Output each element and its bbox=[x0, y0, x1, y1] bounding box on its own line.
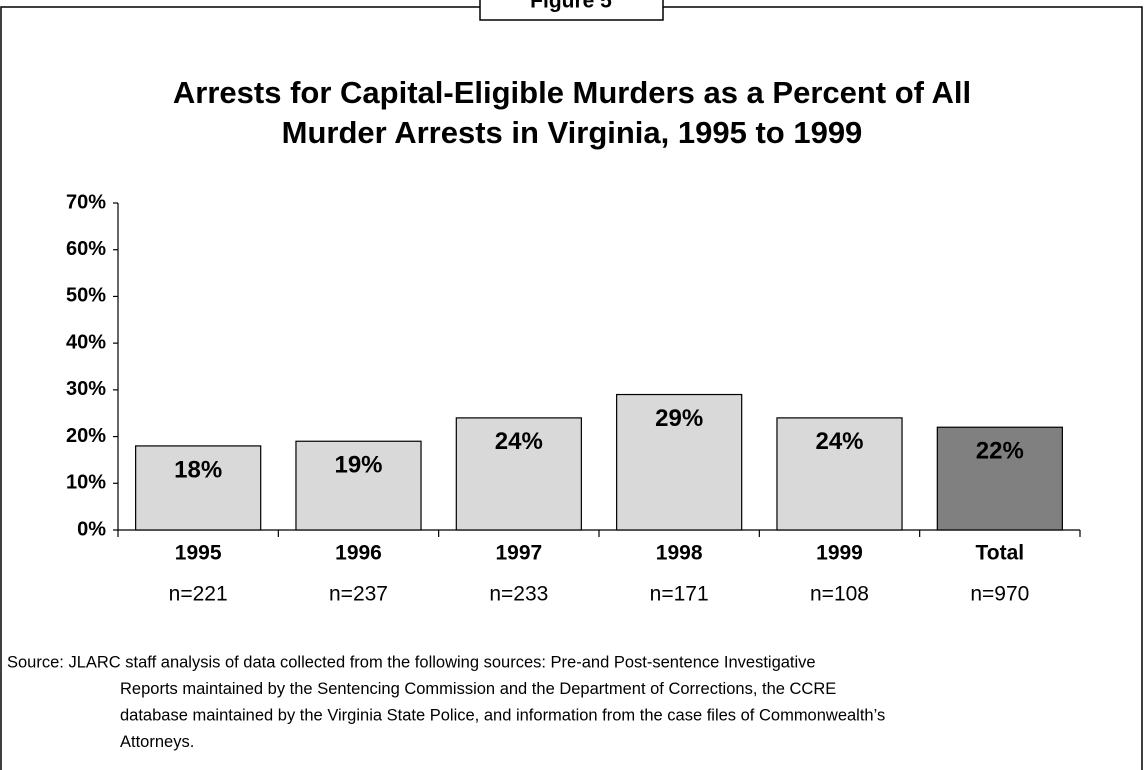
value-label: 18% bbox=[174, 456, 222, 483]
x-tick-label: 1999 bbox=[816, 542, 863, 565]
y-tick-label: 70% bbox=[66, 191, 106, 213]
bar bbox=[295, 440, 422, 531]
x-tick-label: Total bbox=[976, 542, 1025, 565]
value-label: 19% bbox=[334, 452, 382, 479]
bar bbox=[936, 426, 1063, 531]
figure-label-box bbox=[479, 0, 664, 21]
figure-label: Figure 5 bbox=[530, 0, 612, 13]
value-label: 29% bbox=[655, 405, 703, 432]
source-note: Attorneys. bbox=[120, 733, 194, 751]
y-tick-label: 50% bbox=[66, 285, 106, 307]
x-tick-label: 1997 bbox=[495, 542, 542, 565]
source-note: Reports maintained by the Sentencing Com… bbox=[120, 680, 836, 698]
sample-size: n=233 bbox=[489, 583, 548, 606]
x-tick-label: 1996 bbox=[335, 542, 382, 565]
y-tick-label: 20% bbox=[66, 425, 106, 447]
chart-title: Arrests for Capital-Eligible Murders as … bbox=[173, 75, 971, 110]
sample-size: n=108 bbox=[810, 583, 869, 606]
y-tick-label: 0% bbox=[77, 518, 106, 540]
sample-size: n=237 bbox=[329, 583, 388, 606]
x-tick-label: 1995 bbox=[175, 542, 222, 565]
bar bbox=[135, 445, 262, 531]
bar bbox=[776, 417, 903, 531]
y-tick-label: 60% bbox=[66, 238, 106, 260]
y-tick-label: 30% bbox=[66, 378, 106, 400]
y-tick-label: 40% bbox=[66, 331, 106, 353]
x-tick-label: 1998 bbox=[656, 542, 703, 565]
sample-size: n=221 bbox=[169, 583, 228, 606]
bar bbox=[455, 417, 582, 531]
bar bbox=[616, 393, 743, 531]
value-label: 24% bbox=[495, 428, 543, 455]
value-label: 24% bbox=[815, 428, 863, 455]
chart-title: Murder Arrests in Virginia, 1995 to 1999 bbox=[282, 115, 863, 150]
y-tick-label: 10% bbox=[66, 472, 106, 494]
value-label: 22% bbox=[976, 438, 1024, 465]
sample-size: n=171 bbox=[650, 583, 709, 606]
sample-size: n=970 bbox=[970, 583, 1029, 606]
source-note: Source: JLARC staff analysis of data col… bbox=[7, 653, 816, 671]
source-note: database maintained by the Virginia Stat… bbox=[120, 706, 885, 724]
